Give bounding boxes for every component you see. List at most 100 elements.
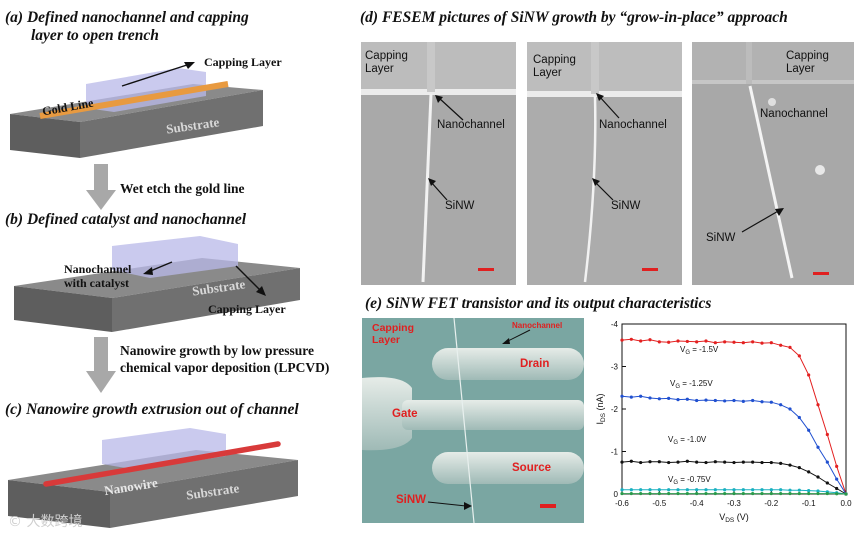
series-point [723,491,727,496]
x-tick-label: -0.5 [652,499,666,508]
panel-e-heading: (e) SiNW FET transistor and its output c… [365,295,712,312]
fet-capping-line1: Capping [372,322,414,334]
y-tick-label: -4 [611,320,619,329]
series-point [648,338,652,342]
series-point [648,396,652,400]
series-point [751,398,755,403]
series-point [713,398,717,403]
series-point [629,459,633,463]
series-line [621,338,847,495]
series-point [779,403,783,407]
series-point [667,460,671,465]
series-point [732,340,736,344]
series-point [695,340,699,344]
series-point [816,445,820,449]
series-point [816,491,820,496]
series-point [648,460,652,464]
panel-c-heading: (c) Nanowire growth extrusion out of cha… [5,401,299,418]
panel-b-capping-label: Capping Layer [208,302,286,316]
series-point [741,488,745,492]
series-point [788,491,792,496]
panel-a-heading-line1: (a) Defined nanochannel and capping [5,9,249,26]
series-point [704,491,708,496]
series-point [639,460,643,465]
fesem-1-nanochannel-label: Nanochannel [437,119,505,131]
series-point [807,491,811,496]
fesem-3-capping-line1: Capping [786,50,829,62]
panel-a-capping-arrow [121,62,195,87]
series-point [825,432,829,437]
series-point [667,491,671,496]
series-point [751,488,755,492]
fet-sinw-arrow [427,501,472,510]
series-point [667,340,671,344]
panel-b-nanochannel-label: Nanochannel with catalyst [64,262,131,290]
fesem-image-2: Capping Layer Nanochannel SiNW [527,42,682,285]
fesem-image-1-features [361,42,516,283]
fet-gate-label: Gate [392,408,418,420]
step-2-line1: Nanowire growth by low pressure [120,343,315,358]
output-chart-svg: -0.6 -0.5 -0.4 -0.3 -0.2 -0.1 0.0 0 -1 -2 -3 -4 VDS… [595,320,852,524]
fesem-1-capping-label: Capping Layer [365,50,408,76]
series-point [816,489,820,493]
series-point [807,489,811,493]
series-point [732,398,736,403]
fesem-1-nanochannel-arrow [435,95,464,121]
series-point [713,488,717,492]
series-point [639,491,643,496]
series-point [751,491,755,496]
output-chart: -0.6 -0.5 -0.4 -0.3 -0.2 -0.1 0.0 0 -1 -2 -3 -4 VDS… [594,314,862,528]
series-point [629,337,633,341]
x-tick-label: -0.1 [802,499,816,508]
series-point [760,400,764,404]
panel-b-heading: (b) Defined catalyst and nanochannel [5,211,247,228]
series-point [797,491,801,496]
x-tick-label: -0.6 [615,499,629,508]
fesem-image-1: Capping Layer Nanochannel SiNW [361,42,516,285]
series-point [629,491,633,496]
series-point [769,341,773,345]
series-point [797,488,801,492]
series-point [639,339,643,343]
series-point [695,460,699,464]
y-tick-label: -2 [611,405,619,414]
series-point [695,491,699,496]
panel-b-nanochannel-line1: Nanochannel [64,262,132,276]
x-tick-label: -0.3 [727,499,741,508]
series-point [732,488,736,492]
fet-drain-label: Drain [520,358,550,370]
panel-a-heading-line2: layer to open trench [31,27,159,44]
panel-c-schematic [8,428,298,528]
fet-nanochannel-label: Nanochannel [512,321,563,330]
step-1-label: Wet etch the gold line [120,181,245,196]
series-point [797,354,801,358]
fesem-2-capping-label: Capping Layer [533,54,576,80]
series-point [807,373,811,377]
series-point [825,481,829,485]
fet-sinw-label: SiNW [396,494,427,506]
series-point [620,460,624,464]
series-label: VG = -0.75V [668,475,711,486]
series-point [648,491,652,496]
fet-capping-label: Capping Layer [372,322,414,346]
fet-sem-features [362,318,584,523]
series-point [713,460,717,464]
y-tick-label: 0 [614,490,619,499]
series-point [741,399,745,403]
series-point [676,488,680,492]
fesem-2-sinw-label: SiNW [611,200,641,212]
fet-source-label: Source [512,462,551,474]
series-point [723,340,727,344]
series-point [751,460,755,464]
fet-nanochannel-arrow [502,329,531,344]
fet-capping-line2: Layer [372,334,401,346]
series-point [835,486,839,491]
series-point [629,488,633,492]
series-point [760,491,764,496]
series-point [807,470,811,474]
fesem-2-nanochannel-arrow [596,93,620,119]
step-1-arrow [86,164,116,210]
series-point [620,338,624,342]
series-point [639,488,643,492]
series-point [620,491,624,496]
